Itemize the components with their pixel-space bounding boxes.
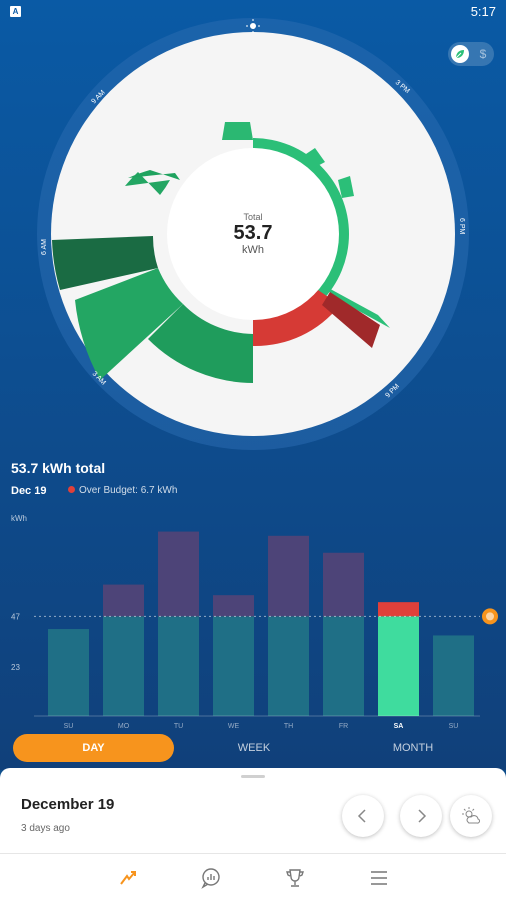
bar-fr-5[interactable] (323, 616, 364, 716)
usage-bar-chart[interactable]: kWh 47 23 SU MO TU WE TH FR SA SU (0, 505, 506, 733)
period-tabs: DAY WEEK MONTH (0, 734, 506, 764)
nav-menu[interactable] (367, 866, 391, 890)
dial-total-title: Total (243, 212, 263, 222)
sheet-date: December 19 (21, 796, 115, 813)
x-tick-label: SU (449, 723, 459, 730)
dial-total-value: 53.7 (233, 222, 273, 244)
usage-segments (52, 122, 390, 383)
sheet-handle[interactable] (241, 775, 265, 778)
energy-icon (120, 871, 136, 885)
date-sheet: December 19 3 days ago (0, 768, 506, 853)
bar-sa-6[interactable] (378, 616, 419, 716)
sun-icon (246, 19, 260, 33)
bar-over-tu-2[interactable] (158, 531, 199, 617)
x-tick-label: SA (394, 723, 404, 730)
usage-segment-6am (52, 236, 158, 290)
bar-mo-1[interactable] (103, 616, 144, 716)
x-tick-label: TU (174, 723, 183, 730)
usage-segment-bump1 (300, 148, 325, 170)
over-segment-2 (322, 292, 380, 348)
x-tick-label: MO (118, 723, 130, 730)
energy-dial[interactable]: 3 PM 6 PM 9 PM 3 AM 6 AM 9 AM (0, 0, 506, 460)
mode-toggle[interactable]: $ (448, 42, 494, 66)
chevron-left-icon (357, 809, 366, 823)
weather-button[interactable] (450, 795, 492, 837)
chart-yticks: 47 23 (11, 612, 20, 672)
status-time: 5:17 (470, 4, 496, 19)
usage-segment-early (75, 268, 183, 380)
hour-label-6am: 6 AM (41, 239, 48, 255)
chevron-right-icon (418, 809, 427, 823)
sheet-relative-date: 3 days ago (21, 823, 70, 834)
over-segment-1 (253, 290, 340, 347)
chart-ylabel: kWh (11, 514, 27, 523)
x-tick-label: SU (64, 723, 74, 730)
usage-segment-noon (222, 122, 253, 140)
budget-marker[interactable] (482, 608, 498, 625)
usage-segment-night (148, 304, 253, 383)
status-bar: A 5:17 (0, 0, 506, 24)
x-tick-label: TH (284, 723, 293, 730)
usage-segment-ring (253, 138, 349, 330)
insights-icon (201, 868, 220, 889)
over-budget-label: Over Budget: 6.7 kWh (79, 485, 178, 496)
app-notification-icon: A (10, 6, 21, 17)
dial-center (167, 148, 339, 320)
next-day-button[interactable] (400, 795, 442, 837)
summary-title: 53.7 kWh total (11, 460, 106, 476)
bar-we-3[interactable] (213, 616, 254, 716)
chart-bars (48, 531, 474, 716)
x-tick-label: FR (339, 723, 348, 730)
summary-date: Dec 19 (11, 485, 47, 497)
previous-day-button[interactable] (342, 795, 384, 837)
dial-total: Total 53.7 kWh (203, 212, 303, 256)
bar-over-mo-1[interactable] (103, 584, 144, 617)
nav-insights[interactable] (199, 866, 223, 890)
menu-icon (371, 871, 387, 885)
usage-segment-bump2 (338, 176, 354, 198)
usage-segment-9am (128, 170, 180, 180)
y-tick-label: 23 (11, 663, 20, 672)
bar-over-we-3[interactable] (213, 595, 254, 617)
bottom-navigation (0, 853, 506, 900)
usage-segment-8am (125, 172, 170, 195)
chart-xticks: SU MO TU WE TH FR SA SU (64, 723, 459, 730)
bar-over-th-4[interactable] (268, 535, 309, 617)
trophy-icon (286, 869, 304, 887)
tab-month[interactable]: MONTH (392, 742, 434, 754)
nav-energy[interactable] (116, 866, 140, 890)
bar-su-7[interactable] (433, 635, 474, 716)
leaf-icon[interactable] (451, 45, 469, 63)
over-budget-dot (68, 486, 75, 493)
over-budget-segments (253, 290, 380, 348)
bar-tu-2[interactable] (158, 616, 199, 716)
nav-achievements[interactable] (283, 866, 307, 890)
bar-over-sa-6[interactable] (378, 602, 419, 617)
weather-icon (462, 807, 480, 824)
over-budget-note: Over Budget: 6.7 kWh (68, 485, 177, 496)
y-tick-label: 47 (11, 612, 20, 621)
bar-over-fr-5[interactable] (323, 552, 364, 617)
bar-su-0[interactable] (48, 629, 89, 716)
hour-label-6pm: 6 PM (458, 218, 465, 235)
tab-day[interactable]: DAY (13, 734, 174, 762)
dial-total-unit: kWh (242, 244, 264, 256)
tab-week[interactable]: WEEK (237, 742, 271, 754)
x-tick-label: WE (228, 723, 240, 730)
currency-toggle[interactable]: $ (479, 47, 487, 61)
usage-segment-evening (323, 285, 390, 328)
bar-th-4[interactable] (268, 616, 309, 716)
